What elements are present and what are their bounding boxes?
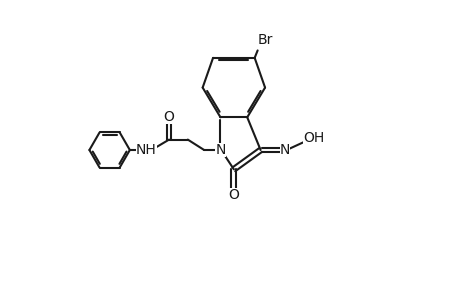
- Text: O: O: [163, 110, 174, 124]
- Text: N: N: [215, 143, 225, 157]
- Text: NH: NH: [135, 143, 156, 157]
- Text: OH: OH: [302, 131, 324, 145]
- Text: N: N: [279, 143, 290, 157]
- Text: O: O: [228, 188, 239, 202]
- Text: Br: Br: [257, 33, 272, 47]
